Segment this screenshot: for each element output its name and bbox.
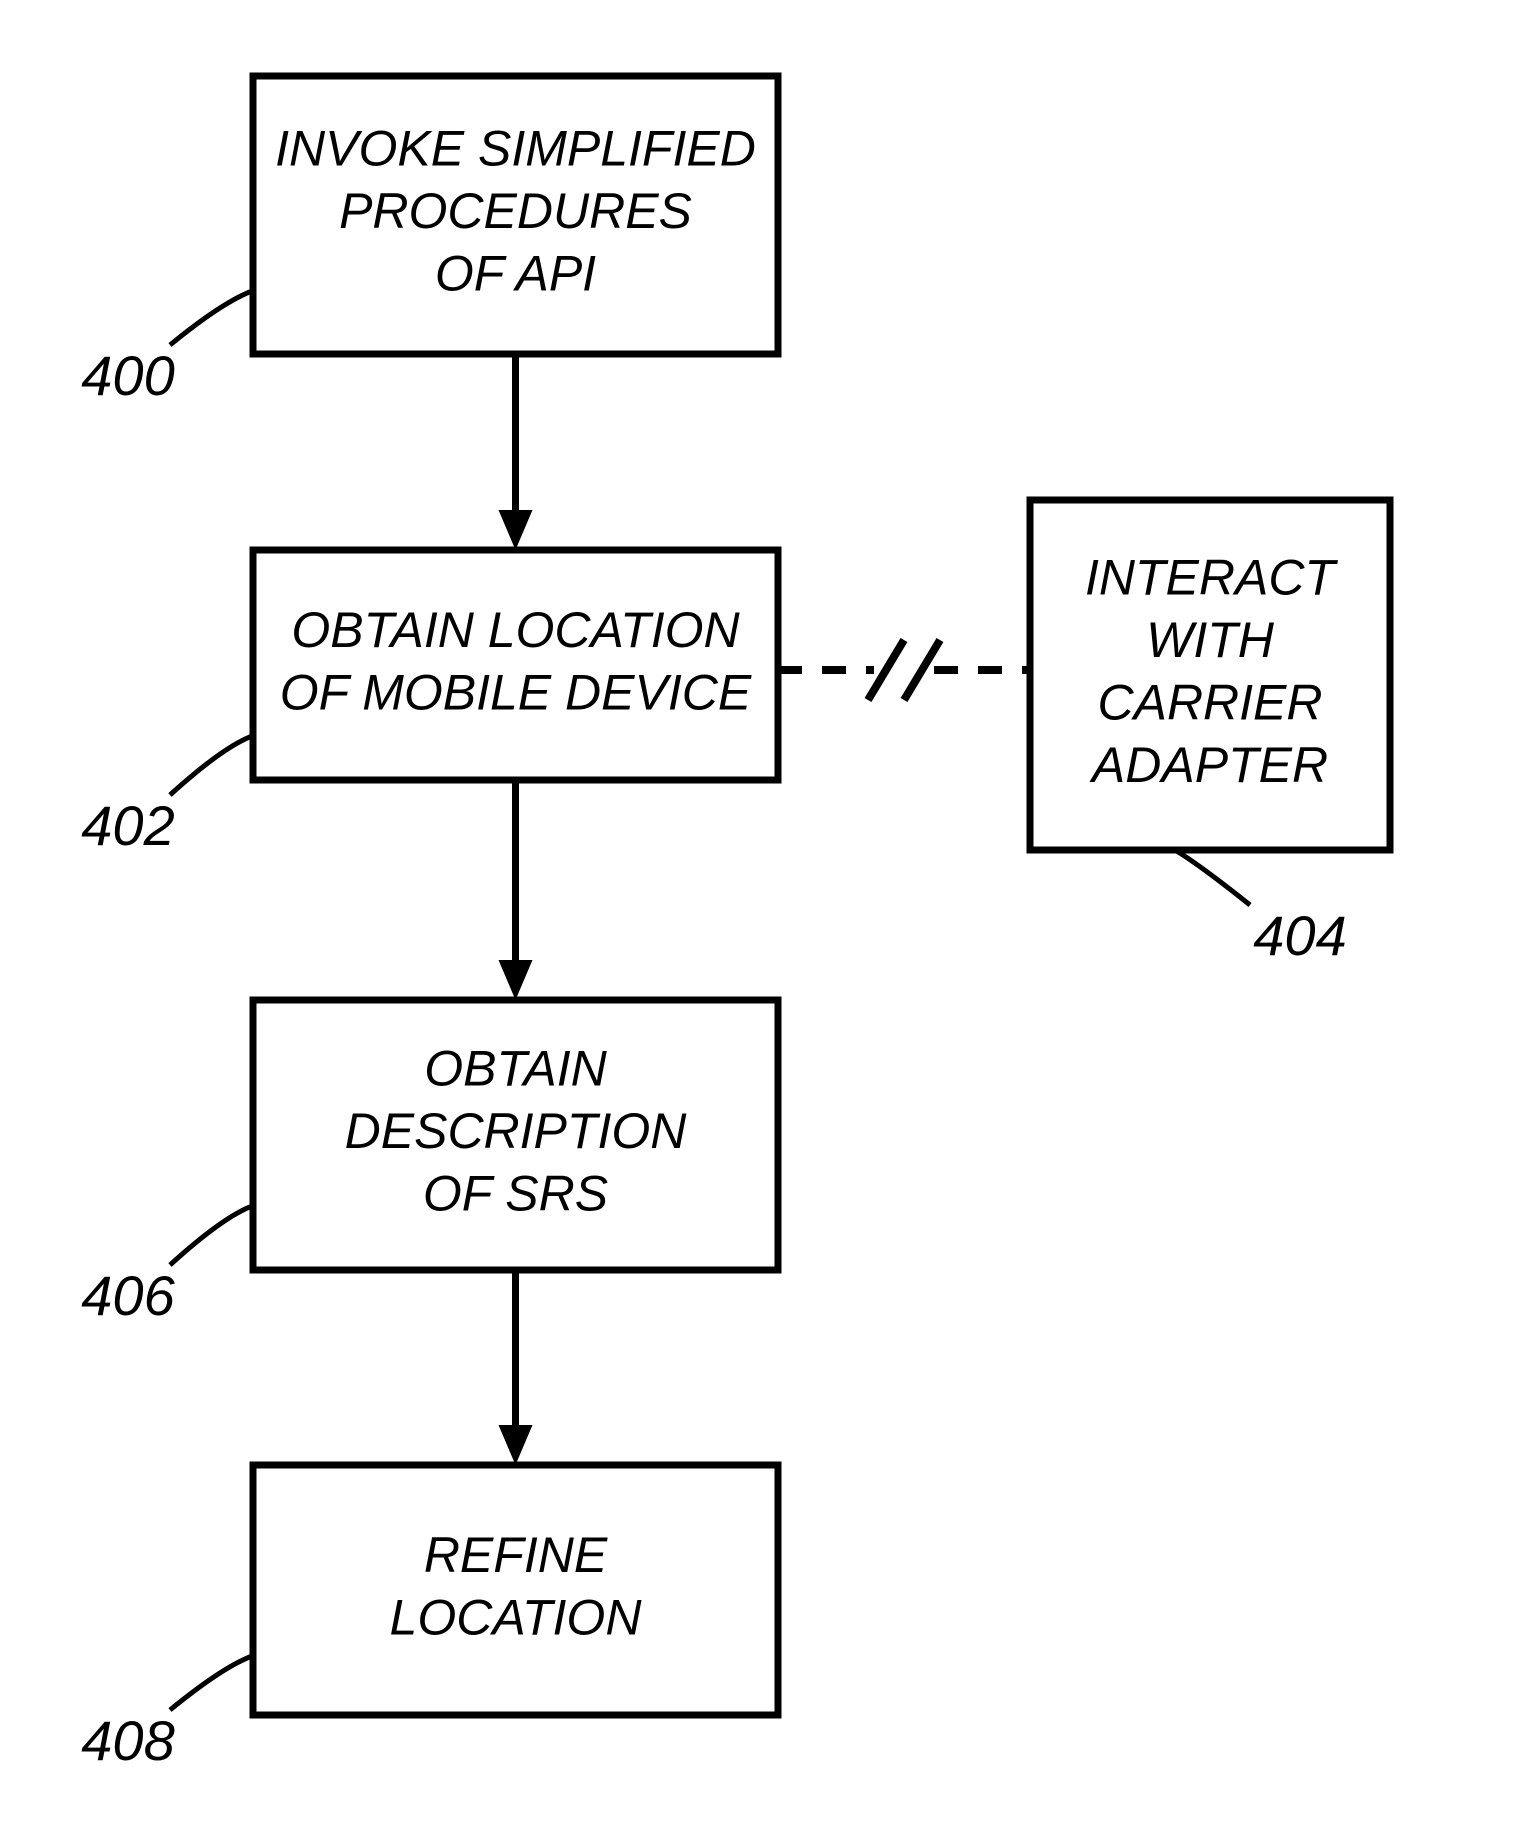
node-406-line-2: OF SRS [423,1166,608,1222]
nodes-layer: INVOKE SIMPLIFIED PROCEDURES OF API 400 OBTA… [81,76,1390,1772]
node-406-leader [170,1205,255,1265]
node-406-line-1: DESCRIPTION [345,1103,688,1159]
node-408-leader [170,1655,255,1710]
node-404-ref: 404 [1253,904,1346,967]
node-408-ref: 408 [81,1709,174,1772]
node-402-line-0: OBTAIN LOCATION [291,602,740,658]
node-404-line-3: ADAPTER [1089,737,1328,793]
node-406: OBTAIN DESCRIPTION OF SRS 406 [81,1000,778,1327]
node-404-leader [1175,850,1250,905]
node-404-line-2: CARRIER [1097,674,1322,730]
node-402-leader [170,735,255,795]
node-404-line-0: INTERACT [1085,549,1338,605]
node-406-line-0: OBTAIN [424,1041,607,1097]
node-408: REFINE LOCATION 408 [81,1465,778,1772]
node-400-line-0: INVOKE SIMPLIFIED [275,121,756,177]
arrowhead-n406-n408 [499,1425,533,1465]
node-402-line-1: OF MOBILE DEVICE [280,664,752,720]
node-400-leader [170,290,255,345]
node-402: OBTAIN LOCATION OF MOBILE DEVICE 402 [81,550,778,857]
node-408-line-0: REFINE [424,1527,608,1583]
edges-layer [499,354,1031,1465]
node-402-ref: 402 [81,794,174,857]
node-400-line-1: PROCEDURES [339,183,692,239]
node-404-line-1: WITH [1146,612,1275,668]
node-406-ref: 406 [81,1264,175,1327]
arrowhead-n402-n406 [499,960,533,1000]
node-404: INTERACT WITH CARRIER ADAPTER 404 [1030,500,1390,967]
node-400-ref: 400 [81,344,174,407]
arrowhead-n400-n402 [499,510,533,550]
node-400-line-2: OF API [435,246,596,302]
node-400: INVOKE SIMPLIFIED PROCEDURES OF API 400 [81,76,778,407]
node-408-line-1: LOCATION [390,1589,643,1645]
